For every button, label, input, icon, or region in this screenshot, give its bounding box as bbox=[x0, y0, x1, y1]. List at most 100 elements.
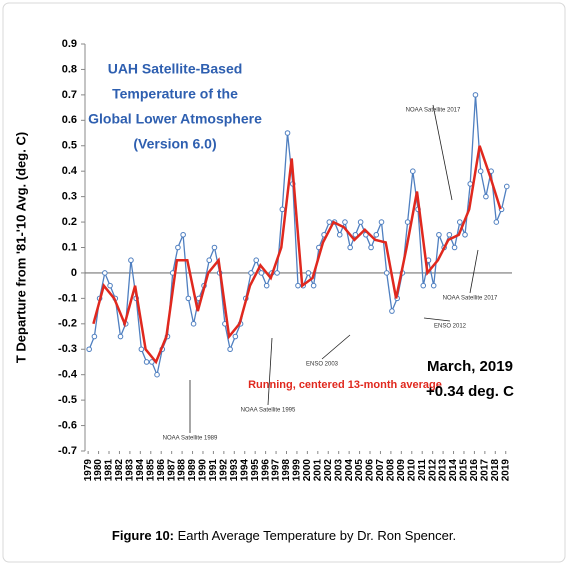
data-point bbox=[274, 270, 280, 276]
chart-title: UAH Satellite-Based bbox=[108, 61, 243, 77]
data-point bbox=[368, 244, 374, 251]
data-point bbox=[263, 282, 270, 289]
data-point bbox=[410, 168, 416, 174]
data-point bbox=[128, 257, 134, 264]
y-tick-label: -0.7 bbox=[58, 445, 77, 457]
x-tick-label: 1989 bbox=[187, 459, 198, 482]
y-axis-label: T Departure from '81-'10 Avg. (deg. C) bbox=[13, 132, 28, 363]
y-tick-label: -0.6 bbox=[58, 419, 77, 431]
data-point bbox=[446, 231, 453, 238]
x-tick-label: 2003 bbox=[333, 459, 344, 482]
y-tick-label: 0.1 bbox=[62, 241, 77, 253]
x-tick-label: 1997 bbox=[271, 459, 282, 482]
data-point bbox=[493, 219, 500, 225]
y-tick-label: 0.6 bbox=[62, 114, 77, 126]
x-tick-label: 1984 bbox=[135, 459, 146, 482]
x-tick-label: 1982 bbox=[114, 459, 125, 482]
x-tick-label: 2015 bbox=[459, 459, 470, 482]
data-point bbox=[175, 244, 181, 251]
data-point bbox=[232, 333, 239, 340]
x-tick-label: 2000 bbox=[302, 459, 313, 482]
x-tick-label: 1986 bbox=[156, 459, 167, 482]
data-point bbox=[383, 270, 390, 276]
x-tick-label: 1993 bbox=[229, 459, 240, 482]
y-tick-label: -0.4 bbox=[58, 369, 78, 381]
data-point bbox=[357, 219, 364, 225]
data-point bbox=[190, 321, 197, 327]
data-point bbox=[373, 231, 380, 238]
data-point bbox=[284, 130, 291, 136]
data-point bbox=[180, 231, 186, 238]
y-tick-label: 0.3 bbox=[62, 191, 77, 203]
chart-title: (Version 6.0) bbox=[133, 136, 216, 152]
x-tick-label: 1983 bbox=[125, 459, 136, 482]
x-tick-label: 2018 bbox=[490, 459, 501, 482]
annotation: +0.34 deg. C bbox=[426, 383, 514, 400]
y-tick-label: 0.5 bbox=[62, 140, 77, 152]
x-tick-label: 1987 bbox=[166, 459, 177, 482]
data-point bbox=[503, 183, 510, 190]
note: ENSO 2012 bbox=[434, 324, 467, 330]
x-tick-label: 1990 bbox=[198, 459, 209, 482]
note-pointer bbox=[267, 337, 273, 406]
x-tick-label: 2017 bbox=[479, 459, 490, 482]
data-point bbox=[138, 346, 145, 353]
note: NOAA Satellite 1995 bbox=[241, 408, 296, 414]
note: NOAA Satellite 2017 bbox=[406, 108, 461, 114]
note: NOAA Satellite 2017 bbox=[443, 296, 498, 302]
data-point bbox=[462, 231, 468, 238]
data-point bbox=[295, 282, 301, 289]
caption-label: Figure 10: bbox=[112, 528, 174, 543]
data-point bbox=[456, 219, 463, 225]
data-point bbox=[211, 244, 218, 251]
x-tick-label: 2019 bbox=[500, 459, 511, 482]
x-tick-label: 2008 bbox=[386, 459, 397, 482]
note-pointer bbox=[469, 249, 479, 294]
y-tick-label: 0.9 bbox=[62, 38, 77, 50]
data-point bbox=[185, 295, 192, 302]
y-tick-label: -0.5 bbox=[58, 394, 77, 406]
x-tick-label: 1991 bbox=[208, 459, 219, 482]
y-tick-label: 0.8 bbox=[62, 63, 77, 75]
data-point bbox=[154, 371, 160, 378]
data-point bbox=[326, 219, 333, 225]
data-point bbox=[420, 282, 427, 289]
y-tick-label: 0.2 bbox=[62, 216, 77, 228]
data-point bbox=[86, 346, 92, 353]
data-point bbox=[389, 308, 395, 314]
y-tick-label: 0.4 bbox=[62, 165, 78, 177]
x-tick-label: 1979 bbox=[83, 459, 94, 482]
note-pointer bbox=[432, 104, 453, 201]
data-point bbox=[352, 231, 359, 238]
x-tick-label: 2016 bbox=[469, 459, 480, 482]
x-tick-label: 1996 bbox=[260, 459, 271, 482]
annotation: March, 2019 bbox=[427, 358, 513, 375]
x-tick-label: 2006 bbox=[365, 459, 376, 482]
data-point bbox=[336, 231, 343, 238]
note: NOAA Satellite 1989 bbox=[163, 436, 218, 442]
x-tick-label: 2005 bbox=[354, 459, 365, 482]
data-point bbox=[483, 193, 489, 200]
data-point bbox=[102, 270, 108, 276]
data-point bbox=[430, 282, 437, 289]
y-tick-label: -0.2 bbox=[58, 318, 77, 330]
data-point bbox=[279, 206, 286, 213]
frame bbox=[2, 2, 566, 563]
y-tick-label: 0 bbox=[71, 267, 77, 279]
x-tick-label: 2011 bbox=[417, 459, 428, 481]
data-point bbox=[143, 359, 150, 365]
data-point bbox=[342, 219, 348, 225]
data-point bbox=[436, 231, 442, 238]
x-tick-label: 2012 bbox=[427, 459, 438, 482]
data-point bbox=[310, 282, 317, 289]
caption-text: Earth Average Temperature by Dr. Ron Spe… bbox=[178, 528, 456, 543]
x-tick-label: 1985 bbox=[145, 459, 156, 482]
data-point bbox=[253, 257, 260, 264]
x-tick-label: 2009 bbox=[396, 459, 407, 482]
chart-title: Temperature of the bbox=[112, 86, 238, 102]
x-tick-label: 2001 bbox=[312, 459, 323, 482]
x-tick-label: 2013 bbox=[438, 459, 449, 482]
data-point bbox=[91, 333, 98, 340]
y-tick-label: -0.1 bbox=[58, 292, 77, 304]
